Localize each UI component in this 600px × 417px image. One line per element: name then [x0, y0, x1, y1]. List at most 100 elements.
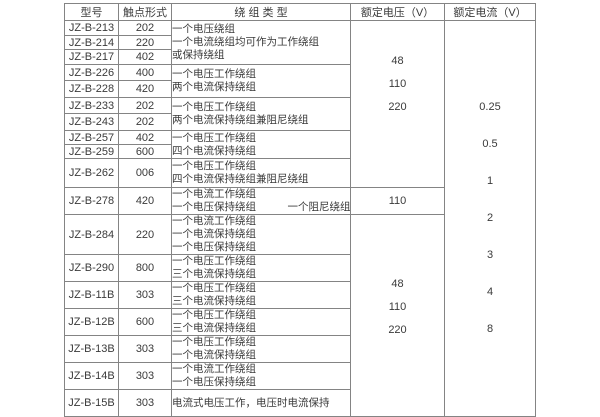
current-value: 2: [486, 212, 494, 224]
current-value: 8: [486, 323, 494, 335]
winding-line: 一个电压工作绕组: [172, 255, 257, 268]
winding-line: 一个电压保持绕组 一个阻尼绕组: [172, 201, 351, 213]
model-cell: JZ-B-13B: [64, 335, 119, 363]
winding-cell: 一个电流工作绕组 一个电压保持绕组 一个阻尼绕组: [171, 187, 351, 215]
model-cell: JZ-B-278: [64, 187, 119, 215]
winding-cell: 一个电压绕组 一个电流绕组均可作为工作绕组 或保持绕组: [171, 20, 351, 65]
winding-line: 三个电流保持绕组: [172, 295, 257, 307]
header-row: 型号 触点形式 绕 组 类 型 额定电压（V） 额定电流（V）: [64, 3, 536, 21]
model-cell: JZ-B-259: [64, 144, 119, 159]
voltage-value: 48: [391, 54, 404, 67]
voltage-value: 220: [388, 100, 407, 113]
table-row: JZ-B-290 800 一个电压工作绕组 三个电流保持绕组: [64, 254, 536, 282]
winding-line: 四个电流保持绕组兼阻尼绕组: [172, 173, 309, 185]
winding-line: 一个电压工作绕组: [172, 131, 257, 144]
model-cell: JZ-B-214: [64, 35, 119, 50]
winding-cell: 一个电压工作绕组 四个电流保持绕组兼阻尼绕组: [171, 158, 351, 188]
winding-line: 三个电流保持绕组: [172, 268, 257, 280]
voltage-value: 110: [388, 77, 407, 90]
winding-cell: 一个电压工作绕组 一个电流保持绕组: [171, 335, 351, 363]
winding-line: 或保持绕组: [172, 49, 225, 61]
model-cell: JZ-B-14B: [64, 362, 119, 390]
current-value: 4: [486, 286, 494, 298]
contact-cell: 303: [118, 281, 172, 309]
winding-line: 一个电压保持绕组: [172, 241, 257, 253]
model-cell: JZ-B-15B: [64, 389, 119, 417]
model-cell: JZ-B-226: [64, 64, 119, 81]
model-cell: JZ-B-213: [64, 20, 119, 36]
winding-line: 三个电流保持绕组: [172, 322, 257, 334]
winding-line: 两个电流保持绕组: [172, 81, 257, 93]
winding-line: 电流式电压工作，电压时电流保持: [172, 396, 330, 409]
model-cell: JZ-B-12B: [64, 308, 119, 336]
winding-line: 四个电流保持绕组: [172, 144, 257, 157]
table-row: JZ-B-14B 303 一个电流工作绕组 一个电压保持绕组: [64, 362, 536, 390]
winding-cell: 一个电流工作绕组 一个电流保持绕组 一个电压保持绕组: [171, 214, 351, 255]
contact-cell: 402: [118, 49, 172, 65]
table-row: JZ-B-243 202: [64, 113, 536, 131]
model-cell: JZ-B-290: [64, 254, 119, 282]
voltage-value: 220: [388, 324, 407, 336]
model-cell: JZ-B-257: [64, 130, 119, 145]
contact-cell: 220: [118, 35, 172, 50]
page: { "colors": { "border": "#848484", "text…: [64, 3, 536, 417]
voltage-value: 110: [388, 301, 407, 313]
winding-cell: 一个电压工作绕组 三个电流保持绕组: [171, 281, 351, 309]
winding-cell: 一个电压工作绕组 三个电流保持绕组: [171, 254, 351, 282]
contact-cell: 420: [118, 80, 172, 98]
contact-cell: 303: [118, 335, 172, 363]
table-row: JZ-B-13B 303 一个电压工作绕组 一个电流保持绕组: [64, 335, 536, 363]
table-row: JZ-B-284 220 一个电流工作绕组 一个电流保持绕组 一个电压保持绕组 …: [64, 214, 536, 417]
table-row: JZ-B-278 420 一个电流工作绕组 一个电压保持绕组 一个阻尼绕组 11…: [64, 187, 536, 215]
contact-cell: 600: [118, 144, 172, 159]
contact-cell: 006: [118, 158, 172, 188]
model-cell: JZ-B-11B: [64, 281, 119, 309]
winding-line: 一个电流绕组均可作为工作绕组: [172, 36, 320, 48]
winding-line: 一个电压绕组: [172, 23, 236, 35]
winding-cell: 一个电压工作绕组 三个电流保持绕组: [171, 308, 351, 336]
voltage-cell: 48 110 220: [350, 214, 445, 417]
model-cell: JZ-B-228: [64, 80, 119, 98]
model-cell: JZ-B-284: [64, 214, 119, 255]
winding-line: 一个电流保持绕组: [172, 349, 257, 361]
header-contact: 触点形式: [118, 3, 172, 21]
winding-cell: 一个电压工作绕组 四个电流保持绕组: [171, 130, 351, 159]
winding-line: 一个电压保持绕组: [172, 376, 257, 388]
winding-line: 两个电流保持绕组兼阻尼绕组: [172, 114, 309, 126]
voltage-cell: 110: [350, 187, 445, 215]
winding-line: 一个电压工作绕组: [172, 336, 257, 349]
winding-cell: 一个电压工作绕组 两个电流保持绕组: [171, 64, 351, 98]
contact-cell: 202: [118, 97, 172, 114]
winding-line: 一个电压工作绕组: [172, 309, 257, 322]
current-value: 0.5: [482, 138, 498, 150]
winding-cell: 一个电流工作绕组 一个电压保持绕组: [171, 362, 351, 390]
voltage-cell: 48 110 220: [350, 20, 445, 188]
winding-line: 一个电压工作绕组: [172, 101, 257, 113]
winding-line: 一个电压工作绕组: [172, 282, 257, 295]
winding-line: 一个电流工作绕组: [172, 188, 257, 201]
contact-cell: 202: [118, 20, 172, 36]
current-value: 3: [486, 249, 494, 261]
header-voltage: 额定电压（V）: [350, 3, 445, 21]
winding-line: 一个电流工作绕组: [172, 215, 257, 228]
header-winding: 绕 组 类 型: [171, 3, 351, 21]
contact-cell: 600: [118, 308, 172, 336]
header-model: 型号: [64, 3, 119, 21]
model-cell: JZ-B-243: [64, 113, 119, 131]
table-row: JZ-B-213 202 一个电压绕组 一个电流绕组均可作为工作绕组 或保持绕组…: [64, 20, 536, 417]
current-value: 0.25: [479, 101, 501, 113]
contact-cell: 400: [118, 64, 172, 81]
winding-line: 一个电压工作绕组: [172, 68, 257, 80]
model-cell: JZ-B-262: [64, 158, 119, 188]
model-cell: JZ-B-217: [64, 49, 119, 65]
contact-cell: 303: [118, 362, 172, 390]
spec-table: 型号 触点形式 绕 组 类 型 额定电压（V） 额定电流（V） JZ-B-213…: [64, 3, 536, 417]
table-row: JZ-B-259 600: [64, 144, 536, 159]
voltage-value: 110: [388, 194, 407, 207]
table-row: JZ-B-233 202 一个电压工作绕组 两个电流保持绕组兼阻尼绕组: [64, 97, 536, 131]
contact-cell: 800: [118, 254, 172, 282]
winding-line: 一个电压工作绕组: [172, 160, 257, 172]
contact-cell: 420: [118, 187, 172, 215]
model-cell: JZ-B-233: [64, 97, 119, 114]
winding-line: 一个电流保持绕组: [172, 228, 257, 240]
